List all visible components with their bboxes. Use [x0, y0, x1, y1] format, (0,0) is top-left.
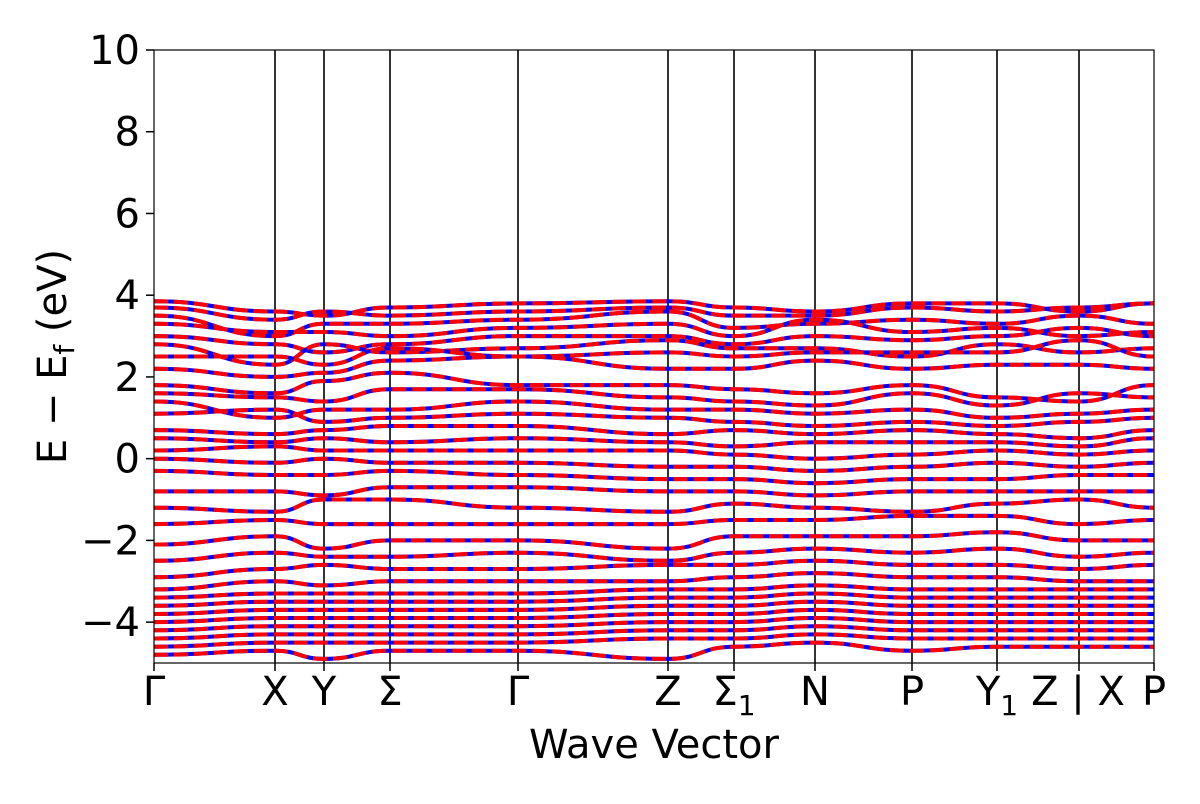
y-tick-label: 2	[115, 355, 140, 401]
band-line-dashed	[154, 632, 1154, 649]
band-line-dashed	[154, 370, 1154, 404]
y-tick-label: 0	[115, 437, 140, 483]
plot-frame	[153, 49, 1155, 664]
band-line-dashed	[154, 399, 1154, 420]
x-axis-label: Wave Vector	[529, 722, 780, 768]
y-axis-label-main: E − E	[30, 355, 76, 465]
band-line-dashed	[154, 530, 1154, 551]
x-tick-label: Γ	[143, 669, 166, 715]
band-line-dashed	[154, 468, 1154, 486]
band-line-dashed	[154, 354, 1154, 379]
band-line-dashed	[154, 338, 1154, 367]
band-line-dashed	[154, 299, 1154, 318]
band-line-dashed	[154, 423, 1154, 441]
band-line-dashed	[154, 640, 1154, 661]
y-tick-label: 8	[115, 110, 140, 156]
band-line-dashed	[154, 583, 1154, 600]
band-line-dashed	[154, 456, 1154, 473]
band-line-dashed	[154, 513, 1154, 527]
x-tick-label: P	[1142, 669, 1166, 715]
band-line-dashed	[154, 309, 1154, 339]
high-symmetry-lines	[274, 50, 1080, 663]
band-line-dashed	[154, 338, 1154, 367]
y-tick-label: 6	[115, 191, 140, 237]
band-line-dashed	[154, 599, 1154, 616]
y-tick-label: −2	[81, 518, 140, 564]
x-tick-label: N	[800, 669, 830, 715]
x-tick-labels: Γ X Y Σ Γ Z Σ1 N P Y1 Z | X P	[143, 663, 1166, 722]
band-line-dashed	[154, 387, 1154, 408]
x-tick-label: Z | X	[1031, 669, 1125, 715]
band-line-dashed	[154, 485, 1154, 498]
band-line-dashed	[154, 301, 1154, 322]
band-line-dashed	[154, 497, 1154, 514]
band-line-dashed	[154, 624, 1154, 641]
y-tick-label: −4	[81, 600, 140, 646]
band-line-dashed	[154, 325, 1154, 355]
y-axis-label-unit: (eV)	[30, 249, 76, 345]
band-line-dashed	[154, 615, 1154, 633]
band-line-dashed	[154, 436, 1154, 449]
band-line-dashed	[154, 571, 1154, 592]
band-line-dashed	[154, 317, 1154, 339]
x-tick-label: P	[900, 669, 924, 715]
x-tick-label: Y1	[975, 669, 1018, 722]
band-line-dashed	[154, 444, 1154, 461]
x-tick-label: Γ	[507, 669, 530, 715]
band-lines	[154, 299, 1154, 661]
band-line-dashed	[154, 558, 1154, 580]
x-tick-label: Σ1	[712, 669, 755, 722]
x-tick-label: Σ	[377, 669, 402, 715]
x-tick-label: Z	[654, 669, 681, 715]
y-axis-label: E − Ef (eV)	[30, 249, 81, 464]
band-line-dashed	[154, 591, 1154, 608]
y-tick-label: 10	[89, 28, 140, 74]
y-tick-label: 4	[115, 273, 140, 319]
y-axis-label-sub: f	[48, 344, 81, 355]
band-line-dashed	[154, 546, 1154, 563]
x-tick-label: Y	[311, 669, 337, 715]
band-line-dashed	[154, 407, 1154, 429]
y-ticks: −4 −2 0 2 4 6 8 10	[81, 28, 154, 646]
x-tick-label: X	[261, 669, 288, 715]
band-line-dashed	[154, 607, 1154, 625]
